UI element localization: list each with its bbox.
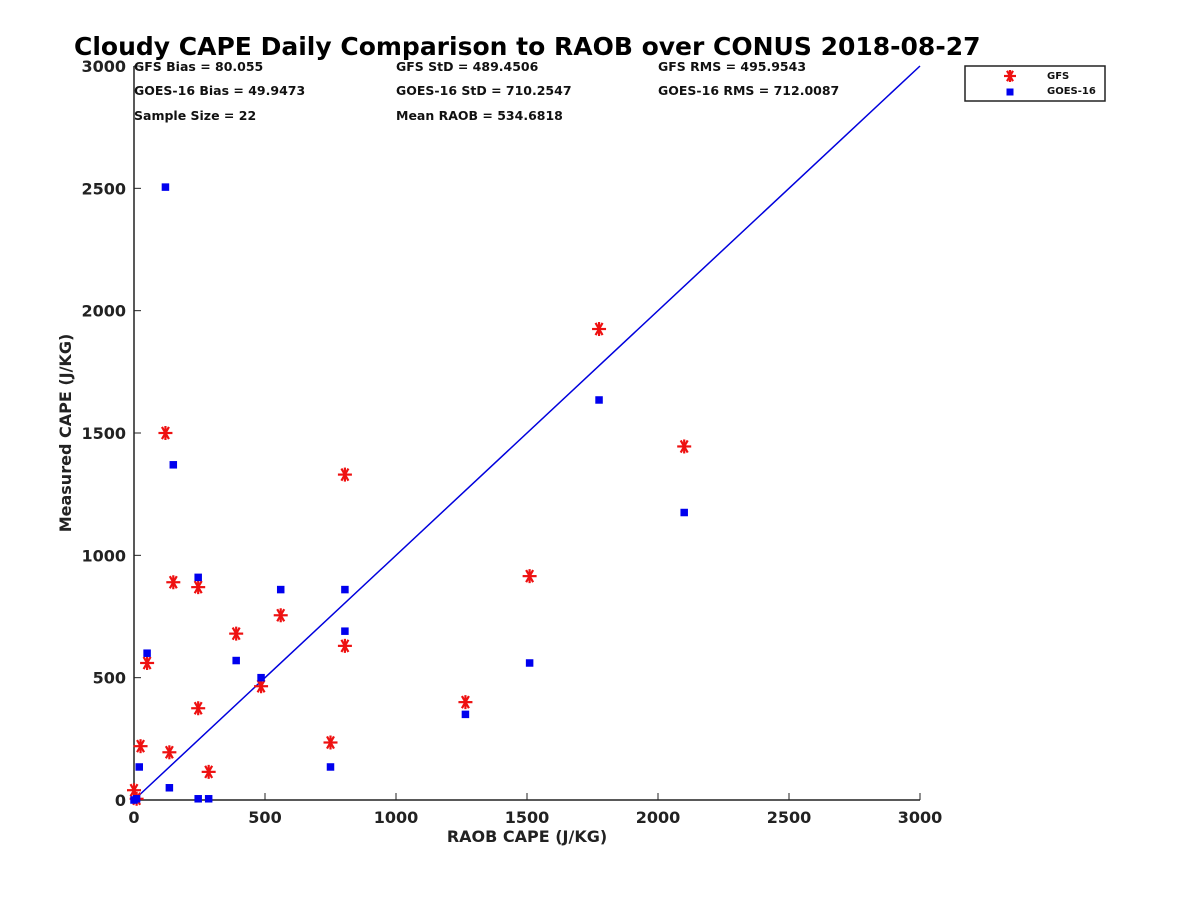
goes-16-point: [204, 795, 213, 803]
stat-annotation: GOES-16 RMS = 712.0087: [658, 83, 839, 98]
goes-16-point: [132, 795, 141, 803]
statistics-annotations: GFS Bias = 80.055 GOES-16 Bias = 49.9473 S…: [134, 59, 839, 123]
stat-annotation: Sample Size = 22: [134, 108, 256, 123]
goes-16-point: [525, 659, 534, 667]
gfs-point: [201, 764, 216, 779]
goes-16-point: [161, 183, 170, 191]
one-to-one-line: [133, 65, 921, 801]
gfs-point: [323, 735, 338, 750]
x-tick-label: 2500: [767, 808, 812, 827]
y-tick-label: 1000: [81, 546, 126, 565]
goes-16-point: [135, 763, 143, 771]
series-gfs: [127, 322, 692, 806]
stat-annotation: GFS StD = 489.4506: [396, 59, 539, 74]
goes-16-point: [326, 763, 335, 771]
stat-annotation: GOES-16 StD = 710.2547: [396, 83, 572, 98]
gfs-point: [158, 426, 173, 440]
legend-box: [964, 65, 1106, 102]
gfs-point: [458, 695, 473, 710]
legend-marker-goes-16: [1006, 88, 1014, 96]
y-tick-label: 1500: [81, 424, 126, 443]
axes: 0 500 1000 1500 2000 2500 3000 0 500 1000 1500 2000…: [81, 57, 942, 827]
goes-16-point: [165, 784, 174, 792]
goes-16-point: [276, 585, 285, 594]
gfs-point: [522, 569, 537, 584]
stat-annotation: GFS RMS = 495.9543: [658, 59, 806, 74]
y-tick-label: 2000: [81, 302, 126, 321]
goes-16-point: [194, 795, 202, 803]
gfs-point: [133, 739, 148, 754]
x-tick-label: 2000: [636, 808, 681, 827]
x-tick-label: 1500: [505, 808, 550, 827]
gfs-point: [229, 626, 244, 641]
series-goes-16: [130, 183, 688, 804]
y-tick-label: 0: [115, 791, 126, 810]
y-tick-label: 2500: [81, 179, 126, 198]
goes-16-point: [232, 656, 240, 665]
gfs-point: [254, 679, 269, 694]
gfs-point: [677, 439, 692, 454]
goes-16-point: [341, 585, 349, 594]
gfs-point: [337, 467, 352, 482]
gfs-point: [166, 575, 181, 590]
goes-16-point: [143, 649, 151, 657]
stat-annotation: Mean RAOB = 534.6818: [396, 108, 563, 123]
gfs-point: [273, 608, 288, 623]
x-axis-label: RAOB CAPE (J/KG): [447, 827, 607, 846]
y-axis-label: Measured CAPE (J/KG): [56, 334, 75, 533]
x-tick-label: 0: [128, 808, 139, 827]
x-tick-label: 500: [248, 808, 281, 827]
goes-16-point: [461, 710, 470, 719]
x-tick-label: 1000: [374, 808, 419, 827]
gfs-point: [592, 322, 607, 337]
one-to-one-line-layer: [133, 65, 921, 801]
goes-16-point: [257, 673, 265, 682]
data-points: [127, 183, 692, 806]
y-tick-label: 3000: [81, 57, 126, 76]
gfs-point: [191, 580, 206, 595]
goes-16-point: [341, 627, 349, 635]
goes-16-point: [595, 396, 603, 404]
legend-label-goes-16: GOES-16: [1047, 86, 1096, 97]
goes-16-point: [680, 508, 688, 517]
chart-title: Cloudy CAPE Daily Comparison to RAOB ove…: [74, 32, 980, 61]
gfs-point: [140, 655, 155, 670]
legend-label-gfs: GFS: [1047, 71, 1069, 82]
legend: GFS GOES-16: [964, 65, 1106, 102]
stat-annotation: GOES-16 Bias = 49.9473: [134, 83, 305, 98]
goes-16-point: [194, 573, 202, 582]
legend-marker-gfs: [1004, 70, 1016, 82]
gfs-point: [162, 745, 177, 760]
stat-annotation: GFS Bias = 80.055: [134, 59, 263, 74]
gfs-point: [337, 638, 352, 653]
y-tick-label: 500: [93, 669, 126, 688]
gfs-point: [191, 701, 206, 716]
goes-16-point: [169, 461, 178, 469]
x-tick-label: 3000: [898, 808, 943, 827]
